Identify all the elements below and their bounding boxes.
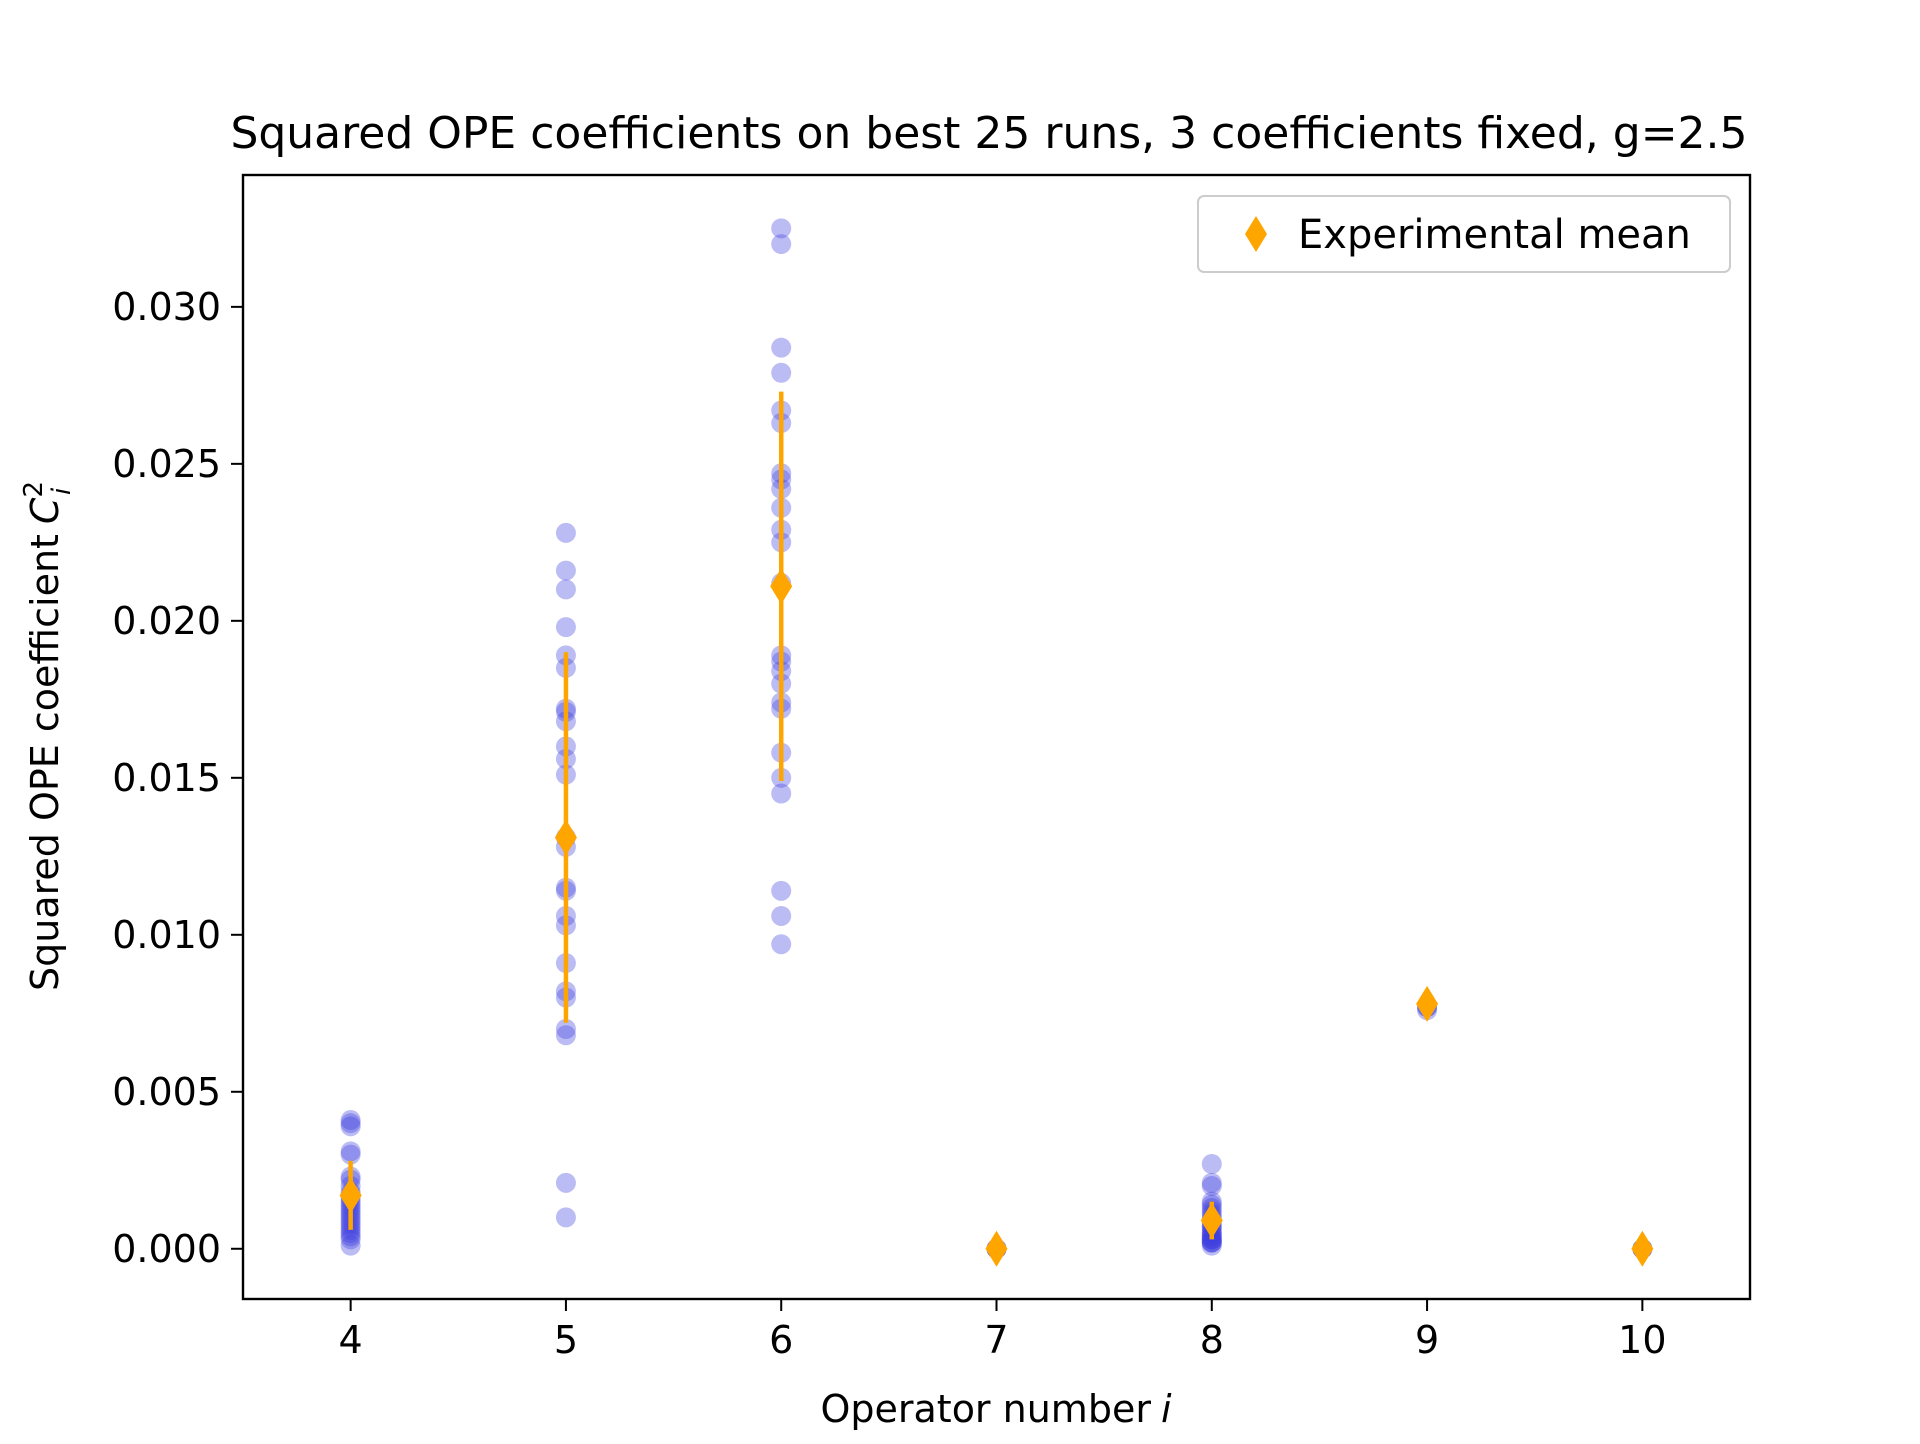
svg-text:Squared OPE coefficientC2i: Squared OPE coefficient C2i [19, 481, 77, 991]
x-axis: 4 5 6 7 8 9 10 [339, 1299, 1667, 1362]
y-axis-label-sup: 2 [19, 481, 49, 498]
y-axis-label-text: Squared OPE coefficient [23, 534, 67, 991]
run-point [340, 1144, 361, 1165]
run-point [771, 218, 792, 239]
run-point [340, 1116, 361, 1137]
run-point [555, 1207, 576, 1228]
legend-mean-marker [1245, 216, 1267, 252]
chart-title: Squared OPE coefficients on best 25 runs… [230, 108, 1747, 159]
run-point [555, 617, 576, 638]
y-tick-label: 0.030 [112, 285, 221, 329]
run-point [771, 783, 792, 804]
x-tick-label: 4 [339, 1318, 363, 1362]
y-tick-label: 0.025 [112, 442, 221, 486]
run-point [340, 1110, 361, 1131]
legend: Experimental mean [1197, 195, 1731, 273]
x-axis-label: Operator number i [820, 1387, 1171, 1431]
y-tick-label: 0.020 [112, 599, 221, 643]
run-point [1201, 1153, 1222, 1174]
mean-marker [1200, 1202, 1223, 1239]
run-point [1201, 1232, 1222, 1253]
run-point [555, 1025, 576, 1046]
x-tick-label: 6 [769, 1318, 793, 1362]
axes-frame [241, 173, 1752, 1301]
legend-mean-label: Experimental mean [1298, 212, 1691, 258]
run-point [771, 234, 792, 255]
run-point [1201, 1235, 1222, 1256]
legend-box [1197, 195, 1731, 273]
run-point [771, 880, 792, 901]
run-point [771, 337, 792, 358]
run-point [555, 560, 576, 581]
run-point [1201, 1232, 1222, 1253]
run-point [555, 579, 576, 600]
y-tick-label: 0.005 [112, 1070, 221, 1114]
mean-marker [985, 1230, 1008, 1267]
y-tick-label: 0.010 [112, 913, 221, 957]
x-tick-label: 10 [1618, 1318, 1666, 1362]
x-axis-label-text: Operator number [820, 1387, 1151, 1431]
y-axis: 0.000 0.005 0.010 0.015 0.020 0.025 0.030 [112, 285, 243, 1271]
run-point [771, 905, 792, 926]
mean-marker [554, 819, 577, 856]
y-tick-label: 0.015 [112, 756, 221, 800]
run-point [340, 1223, 361, 1244]
run-point [1201, 1232, 1222, 1253]
mean-marker [339, 1177, 362, 1214]
run-point [555, 1018, 576, 1039]
run-point [1201, 1172, 1222, 1193]
x-tick-label: 8 [1200, 1318, 1224, 1362]
mean-marker [1416, 985, 1439, 1022]
run-point [340, 1229, 361, 1250]
mean-marker [770, 568, 793, 605]
run-point [771, 934, 792, 955]
run-point [555, 1172, 576, 1193]
x-axis-label-var: i [1161, 1387, 1172, 1431]
run-point [340, 1141, 361, 1162]
run-point [340, 1226, 361, 1247]
x-tick-label: 9 [1415, 1318, 1439, 1362]
run-point [340, 1113, 361, 1134]
y-axis-label: Squared OPE coefficient C2i [19, 481, 77, 991]
plot-area [339, 218, 1654, 1267]
y-axis-label-sub: i [47, 487, 77, 495]
run-point [1201, 1175, 1222, 1196]
x-tick-label: 5 [554, 1318, 578, 1362]
run-point [771, 362, 792, 383]
x-tick-label: 7 [984, 1318, 1008, 1362]
run-point [340, 1235, 361, 1256]
y-tick-label: 0.000 [112, 1227, 221, 1271]
run-point [555, 522, 576, 543]
y-axis-label-var: C [23, 497, 67, 524]
mean-marker [1631, 1230, 1654, 1267]
